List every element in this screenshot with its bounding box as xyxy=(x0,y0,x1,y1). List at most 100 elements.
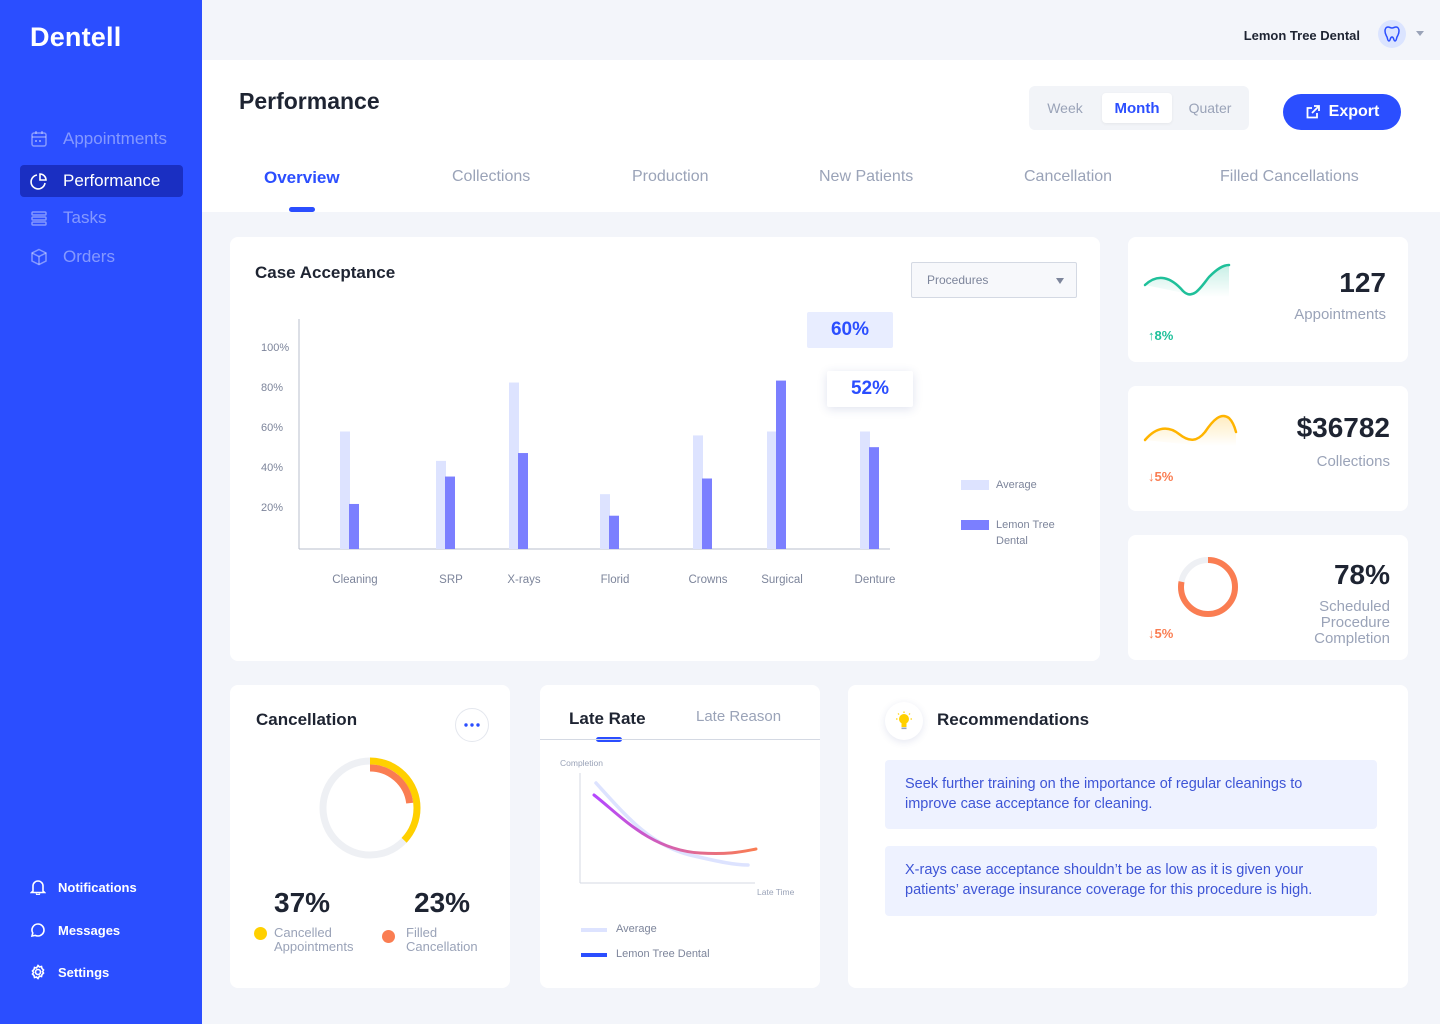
bar-clinic[interactable] xyxy=(702,478,712,550)
bell-icon xyxy=(30,879,46,895)
bar-average[interactable] xyxy=(340,431,350,550)
sidebar-item-tasks[interactable]: Tasks xyxy=(20,202,183,234)
case-acceptance-chart: 100% 80% 60% 40% 20% Cleaning SRP X-rays Florid C… xyxy=(261,319,896,586)
gear-icon xyxy=(30,964,46,980)
bar-average[interactable] xyxy=(509,382,519,549)
legend-clinic-label: Lemon Tree Dental xyxy=(616,948,710,960)
tooltip-average-value: 60% xyxy=(830,319,870,340)
bar-clinic[interactable] xyxy=(445,476,455,549)
sidebar-item-label: Settings xyxy=(58,964,110,980)
bar-clinic[interactable] xyxy=(776,380,786,549)
page-title: Performance xyxy=(239,88,380,114)
export-icon xyxy=(1305,104,1321,120)
tab-overview[interactable]: Overview xyxy=(264,168,340,187)
tab-production[interactable]: Production xyxy=(632,168,709,185)
case-acceptance-title: Case Acceptance xyxy=(255,263,396,282)
chevron-down-icon[interactable] xyxy=(1416,31,1424,36)
x-axis-label: Late Time xyxy=(757,887,795,897)
stat-collections-value: $36782 xyxy=(1296,412,1390,443)
bar-average[interactable] xyxy=(693,435,703,549)
trend-value: 5% xyxy=(1154,469,1174,484)
bar-clinic[interactable] xyxy=(869,447,879,549)
legend-clinic-label: Lemon Tree Dental xyxy=(996,519,1055,547)
clinic-line xyxy=(592,793,758,855)
calendar-icon xyxy=(30,130,48,148)
stat-completion-label: Scheduled Procedure Completion xyxy=(1314,598,1390,647)
recommendation-item: X-rays case acceptance shouldn’t be as l… xyxy=(885,846,1377,916)
more-button[interactable] xyxy=(455,708,489,742)
late-rate-chart xyxy=(579,773,758,884)
tab-filled-cancellations[interactable]: Filled Cancellations xyxy=(1220,168,1359,185)
legend-average-label: Average xyxy=(616,923,657,935)
tooltip-clinic-value: 52% xyxy=(850,378,890,399)
x-tick-label: X-rays xyxy=(507,574,540,586)
case-acceptance-card: Case Acceptance Procedures 100% 80% 60% 40%… xyxy=(230,237,1100,661)
list-icon xyxy=(30,209,48,227)
trend-completion: ↓5% xyxy=(1148,626,1174,641)
tab-late-rate[interactable]: Late Rate xyxy=(569,709,646,728)
bar-average[interactable] xyxy=(436,460,446,549)
tooth-icon xyxy=(1384,26,1400,42)
legend-average-swatch xyxy=(581,928,607,932)
recommendations-title: Recommendations xyxy=(937,710,1090,729)
tab-cancellation[interactable]: Cancellation xyxy=(1024,168,1113,185)
x-tick-label: Surgical xyxy=(761,574,803,586)
sidebar-item-label: Messages xyxy=(58,922,121,938)
bar-average[interactable] xyxy=(767,431,777,550)
more-icon xyxy=(464,723,480,727)
avatar[interactable] xyxy=(1378,20,1406,48)
stat-card-completion: ↓5% 78% Scheduled Procedure Completion xyxy=(1128,535,1408,660)
active-tab-indicator xyxy=(289,207,315,212)
cancelled-label: Cancelled Appointments xyxy=(274,925,354,954)
late-rate-card: Late Rate Late Reason Completion Late Ti… xyxy=(540,685,820,988)
legend-clinic-swatch xyxy=(581,953,607,957)
bar-clinic[interactable] xyxy=(349,503,359,549)
tab-collections[interactable]: Collections xyxy=(452,168,531,185)
completion-arc xyxy=(1178,557,1238,617)
procedures-select[interactable]: Procedures xyxy=(911,262,1077,298)
trend-collections: ↓5% xyxy=(1148,469,1174,484)
y-tick-label: 60% xyxy=(261,422,283,434)
sidebar-item-settings[interactable]: Settings xyxy=(30,964,109,980)
page-header: Performance Week Month Quater Export Ove… xyxy=(202,60,1440,212)
recommendation-item: Seek further training on the importance … xyxy=(885,760,1377,829)
sidebar-item-orders[interactable]: Orders xyxy=(20,241,183,273)
cancelled-value: 37% xyxy=(274,887,331,918)
bar-clinic[interactable] xyxy=(609,515,619,549)
chat-icon xyxy=(30,922,46,938)
period-switch: Week Month Quater xyxy=(1029,86,1249,130)
sidebar-item-label: Tasks xyxy=(63,208,107,227)
export-button[interactable]: Export xyxy=(1283,94,1401,130)
completion-ring xyxy=(1178,557,1238,617)
period-quarter[interactable]: Quater xyxy=(1188,100,1232,116)
legend-average-label: Average xyxy=(996,479,1037,491)
chevron-down-icon xyxy=(1056,278,1064,284)
x-tick-label: Denture xyxy=(855,574,896,586)
x-tick-label: Florid xyxy=(601,574,630,586)
tab-late-reason[interactable]: Late Reason xyxy=(696,708,782,725)
stat-appointments-value: 127 xyxy=(1339,267,1386,298)
cancellation-card: Cancellation 37% Cancelled Appointments … xyxy=(230,685,510,988)
tooltip-clinic: 52% xyxy=(827,371,913,407)
bar-average[interactable] xyxy=(860,431,870,550)
recommendations-card: Recommendations Seek further training on… xyxy=(848,685,1408,988)
sparkline-appointments xyxy=(1143,263,1231,297)
sidebar-item-messages[interactable]: Messages xyxy=(30,922,120,938)
period-month[interactable]: Month xyxy=(1102,93,1172,123)
stat-appointments-label: Appointments xyxy=(1294,306,1386,323)
y-tick-label: 100% xyxy=(261,342,289,354)
sidebar-item-appointments[interactable]: Appointments xyxy=(20,123,183,155)
trend-appointments: ↑8% xyxy=(1148,328,1174,343)
filled-label: Filled Cancellation xyxy=(406,925,478,954)
trend-value: 8% xyxy=(1154,328,1174,343)
sidebar-item-notifications[interactable]: Notifications xyxy=(30,879,137,895)
bar-average[interactable] xyxy=(600,494,610,549)
y-tick-label: 80% xyxy=(261,382,283,394)
filled-arc xyxy=(326,764,414,852)
sidebar-item-performance[interactable]: Performance xyxy=(20,165,183,197)
tab-new-patients[interactable]: New Patients xyxy=(819,168,914,185)
sidebar-item-label: Orders xyxy=(63,247,115,266)
bar-clinic[interactable] xyxy=(518,453,528,549)
period-week[interactable]: Week xyxy=(1047,100,1083,116)
sidebar-item-label: Notifications xyxy=(58,879,137,895)
